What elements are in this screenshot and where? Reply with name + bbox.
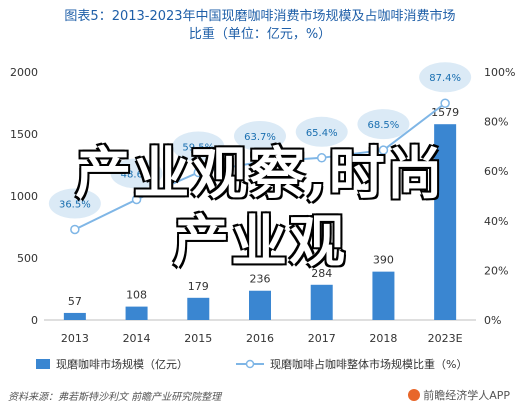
bar xyxy=(125,306,148,320)
chart-title: 图表5：2013-2023年中国现磨咖啡消费市场规模及占咖啡消费市场 比重（单位… xyxy=(0,8,520,44)
chart-title-line1: 图表5：2013-2023年中国现磨咖啡消费市场规模及占咖啡消费市场 xyxy=(64,9,456,24)
line-point xyxy=(131,194,142,205)
line-value-bubble xyxy=(172,131,225,162)
chart-title-line2: 比重（单位：亿元，%） xyxy=(188,27,332,42)
x-tick-label: 2016 xyxy=(246,332,274,345)
line-value-label: 36.5% xyxy=(59,199,91,210)
x-tick-label: 2023E xyxy=(428,332,463,345)
line-value-label: 87.4% xyxy=(429,73,461,84)
brand-logo-icon xyxy=(408,389,421,401)
line-value-bubble xyxy=(419,62,472,93)
bar-value-label: 284 xyxy=(311,267,332,280)
x-tick-label: 2014 xyxy=(123,332,151,345)
line-value-bubble xyxy=(48,188,101,219)
y-right-tick-label: 80% xyxy=(484,116,508,129)
x-tick-label: 2017 xyxy=(308,332,336,345)
source-note: 资料来源：弗若斯特沙利文 前瞻产业研究院整理 xyxy=(8,392,222,403)
line-value-bubble xyxy=(110,158,163,189)
watermark-overlay: 产业观察,时尚 产业观 xyxy=(0,140,520,276)
line-value-label: 63.7% xyxy=(244,132,276,143)
bar-value-label: 179 xyxy=(188,280,209,293)
line-point xyxy=(193,167,204,178)
y-right-tick-label: 100% xyxy=(484,66,515,79)
line-value-label: 48.6% xyxy=(121,169,153,180)
bar xyxy=(63,312,86,320)
bar xyxy=(249,290,271,320)
watermark-line2: 产业观 xyxy=(173,209,347,275)
brand-name: 前瞻经济学人APP xyxy=(423,389,510,402)
line-value-label: 68.5% xyxy=(368,120,400,131)
legend-line-label: 现磨咖啡占咖啡整体市场规模比重（%） xyxy=(270,357,467,371)
line-point xyxy=(255,157,265,167)
brand: 前瞻经济学人APP xyxy=(408,387,510,403)
bar xyxy=(372,271,395,320)
bar xyxy=(310,284,333,320)
bar xyxy=(187,297,210,320)
y-right-tick-label: 20% xyxy=(484,264,508,277)
line-value-label: 65.4% xyxy=(306,128,338,139)
line-point xyxy=(378,145,389,155)
bar-value-label: 236 xyxy=(250,273,271,286)
line-value-bubble xyxy=(295,116,348,147)
line-point xyxy=(70,224,80,235)
y-right-tick-label: 60% xyxy=(484,165,508,178)
y-left-tick-label: 1500 xyxy=(10,128,38,141)
bar xyxy=(434,124,457,320)
legend-line-marker xyxy=(245,359,255,369)
y-right-tick-label: 0% xyxy=(484,314,501,327)
y-left-tick-label: 1000 xyxy=(10,190,38,203)
y-left-tick-label: 0 xyxy=(31,314,38,327)
line-point xyxy=(316,153,327,163)
legend-bar-label: 现磨咖啡市场规模（亿元） xyxy=(56,357,188,371)
bar-value-label: 57 xyxy=(68,295,82,308)
watermark-line1: 产业观察,时尚 xyxy=(75,141,445,207)
y-left-tick-label: 2000 xyxy=(10,66,38,79)
bar-value-label: 1579 xyxy=(431,106,459,119)
y-left-tick-label: 500 xyxy=(17,252,38,265)
line-value-bubble xyxy=(357,109,410,140)
bar-value-label: 108 xyxy=(126,289,147,302)
line-value-bubble xyxy=(234,121,286,152)
y-right-tick-label: 40% xyxy=(484,215,508,228)
line-value-label: 59.5% xyxy=(182,142,214,153)
line-point xyxy=(440,98,450,108)
bar-value-label: 390 xyxy=(373,254,394,267)
x-tick-label: 2013 xyxy=(61,332,89,345)
legend-bar-swatch xyxy=(36,359,50,369)
x-tick-label: 2015 xyxy=(184,332,212,345)
x-tick-label: 2018 xyxy=(369,332,397,345)
